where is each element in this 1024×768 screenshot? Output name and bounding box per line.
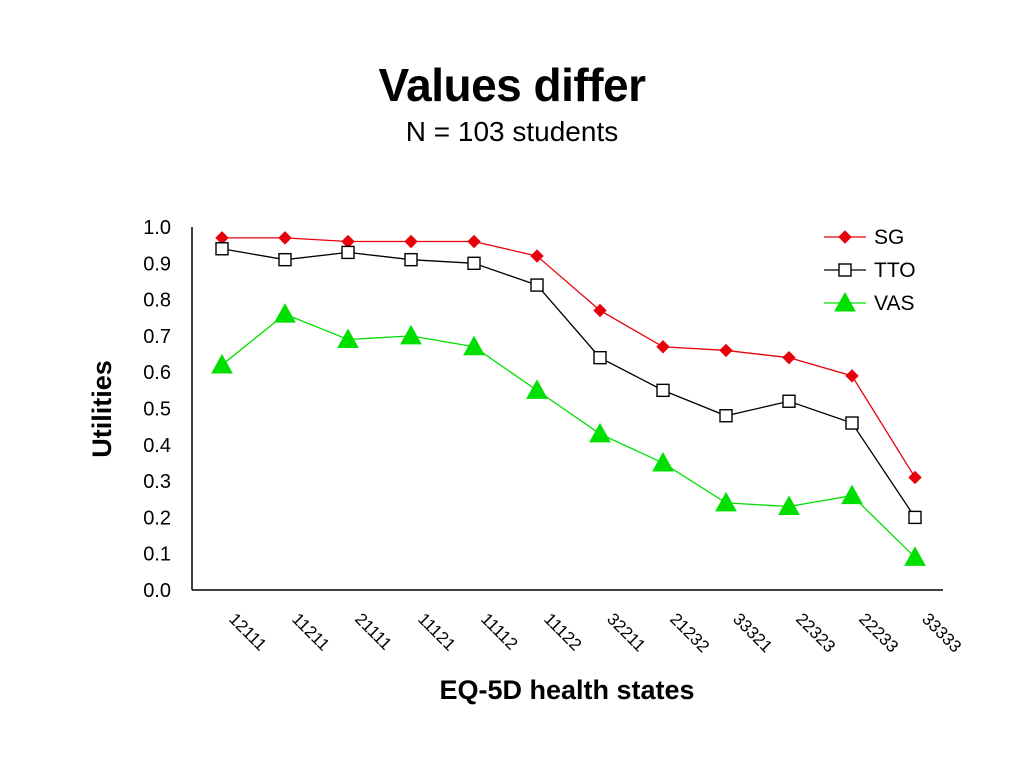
y-tick-label: 0.3 (143, 471, 171, 493)
tto-point (838, 263, 852, 277)
y-tick-label: 0.9 (143, 253, 171, 275)
sg-point (593, 303, 607, 318)
tto-point (404, 252, 418, 267)
vas-point (274, 303, 296, 323)
legend-label: VAS (874, 292, 914, 315)
vas-point (904, 546, 926, 566)
y-tick-label: 0.1 (143, 544, 171, 566)
x-tick-label: 33333 (918, 609, 965, 656)
tto-point (278, 252, 292, 267)
x-tick-label: 21232 (666, 609, 713, 656)
x-tick-labels: 12111 11211 21111 11121 11112 11122 32211 21232… (225, 609, 965, 656)
tto-point (656, 383, 670, 398)
tto-point (467, 256, 481, 270)
legend-label: SG (874, 226, 904, 249)
y-tick-label: 0.5 (143, 399, 171, 421)
sg-point (782, 350, 796, 365)
x-tick-label: 32211 (603, 609, 649, 655)
x-tick-label: 11121 (414, 609, 459, 654)
vas-point (841, 484, 863, 505)
y-tick-label: 0.2 (143, 507, 171, 529)
y-tick-label: 0.8 (143, 290, 171, 312)
x-tick-label: 12111 (225, 609, 270, 654)
sg-point (838, 230, 852, 244)
sg-point (467, 234, 481, 249)
sg-point (530, 249, 544, 263)
x-tick-label: 33321 (729, 609, 776, 656)
y-tick-label: 0.7 (143, 326, 171, 348)
tto-point (530, 278, 544, 292)
vas-point (526, 379, 548, 399)
tto-point (782, 394, 796, 408)
legend-label: TTO (874, 259, 916, 282)
vas-point (652, 451, 674, 472)
chart-axes (191, 227, 943, 591)
y-tick-label: 0.6 (143, 362, 171, 384)
vas-line (221, 313, 916, 558)
slide-title: Values differ (378, 59, 646, 111)
sg-point (656, 340, 670, 354)
vas-point (589, 422, 611, 443)
legend-item-tto: TTO (824, 259, 916, 282)
legend-item-vas: VAS (824, 291, 914, 315)
vas-point (337, 328, 359, 349)
series-sg (215, 231, 922, 485)
legend-item-sg: SG (824, 226, 904, 249)
y-tick-labels: 0.0 0.1 0.2 0.3 0.4 0.5 0.6 0.7 0.8 0.9 1.0 (143, 217, 171, 602)
y-tick-label: 0.0 (143, 580, 171, 602)
sg-point (908, 470, 922, 485)
slide-subtitle: N = 103 students (405, 116, 619, 147)
series-tto (215, 242, 922, 525)
x-tick-label: 21111 (351, 609, 395, 653)
y-tick-label: 0.4 (143, 435, 171, 457)
sg-point (845, 369, 859, 383)
vas-point (715, 491, 737, 512)
x-tick-label: 11211 (288, 609, 333, 654)
tto-point (845, 416, 859, 430)
sg-point (278, 231, 292, 245)
tto-point (719, 409, 733, 423)
y-tick-label: 1.0 (143, 217, 171, 239)
vas-point (834, 291, 856, 312)
vas-point (778, 495, 800, 516)
vas-point (211, 353, 233, 374)
x-tick-label: 22233 (855, 609, 902, 656)
x-axis-title: EQ-5D health states (439, 675, 694, 705)
tto-point (341, 245, 355, 260)
sg-point (404, 234, 418, 249)
chart-series (211, 231, 926, 566)
series-vas (211, 303, 926, 566)
tto-line (221, 248, 916, 518)
x-tick-label: 11122 (540, 609, 585, 654)
x-tick-label: 11112 (477, 609, 521, 653)
tto-point (215, 242, 229, 256)
x-tick-label: 22323 (792, 609, 839, 656)
tto-point (908, 510, 922, 525)
tto-point (593, 350, 607, 365)
y-axis-title: Utilities (87, 360, 117, 458)
vas-point (400, 324, 422, 345)
sg-point (719, 343, 733, 358)
sg-line (222, 237, 916, 478)
chart-legend: SG TTO VAS (824, 226, 916, 315)
vas-point (463, 335, 485, 356)
